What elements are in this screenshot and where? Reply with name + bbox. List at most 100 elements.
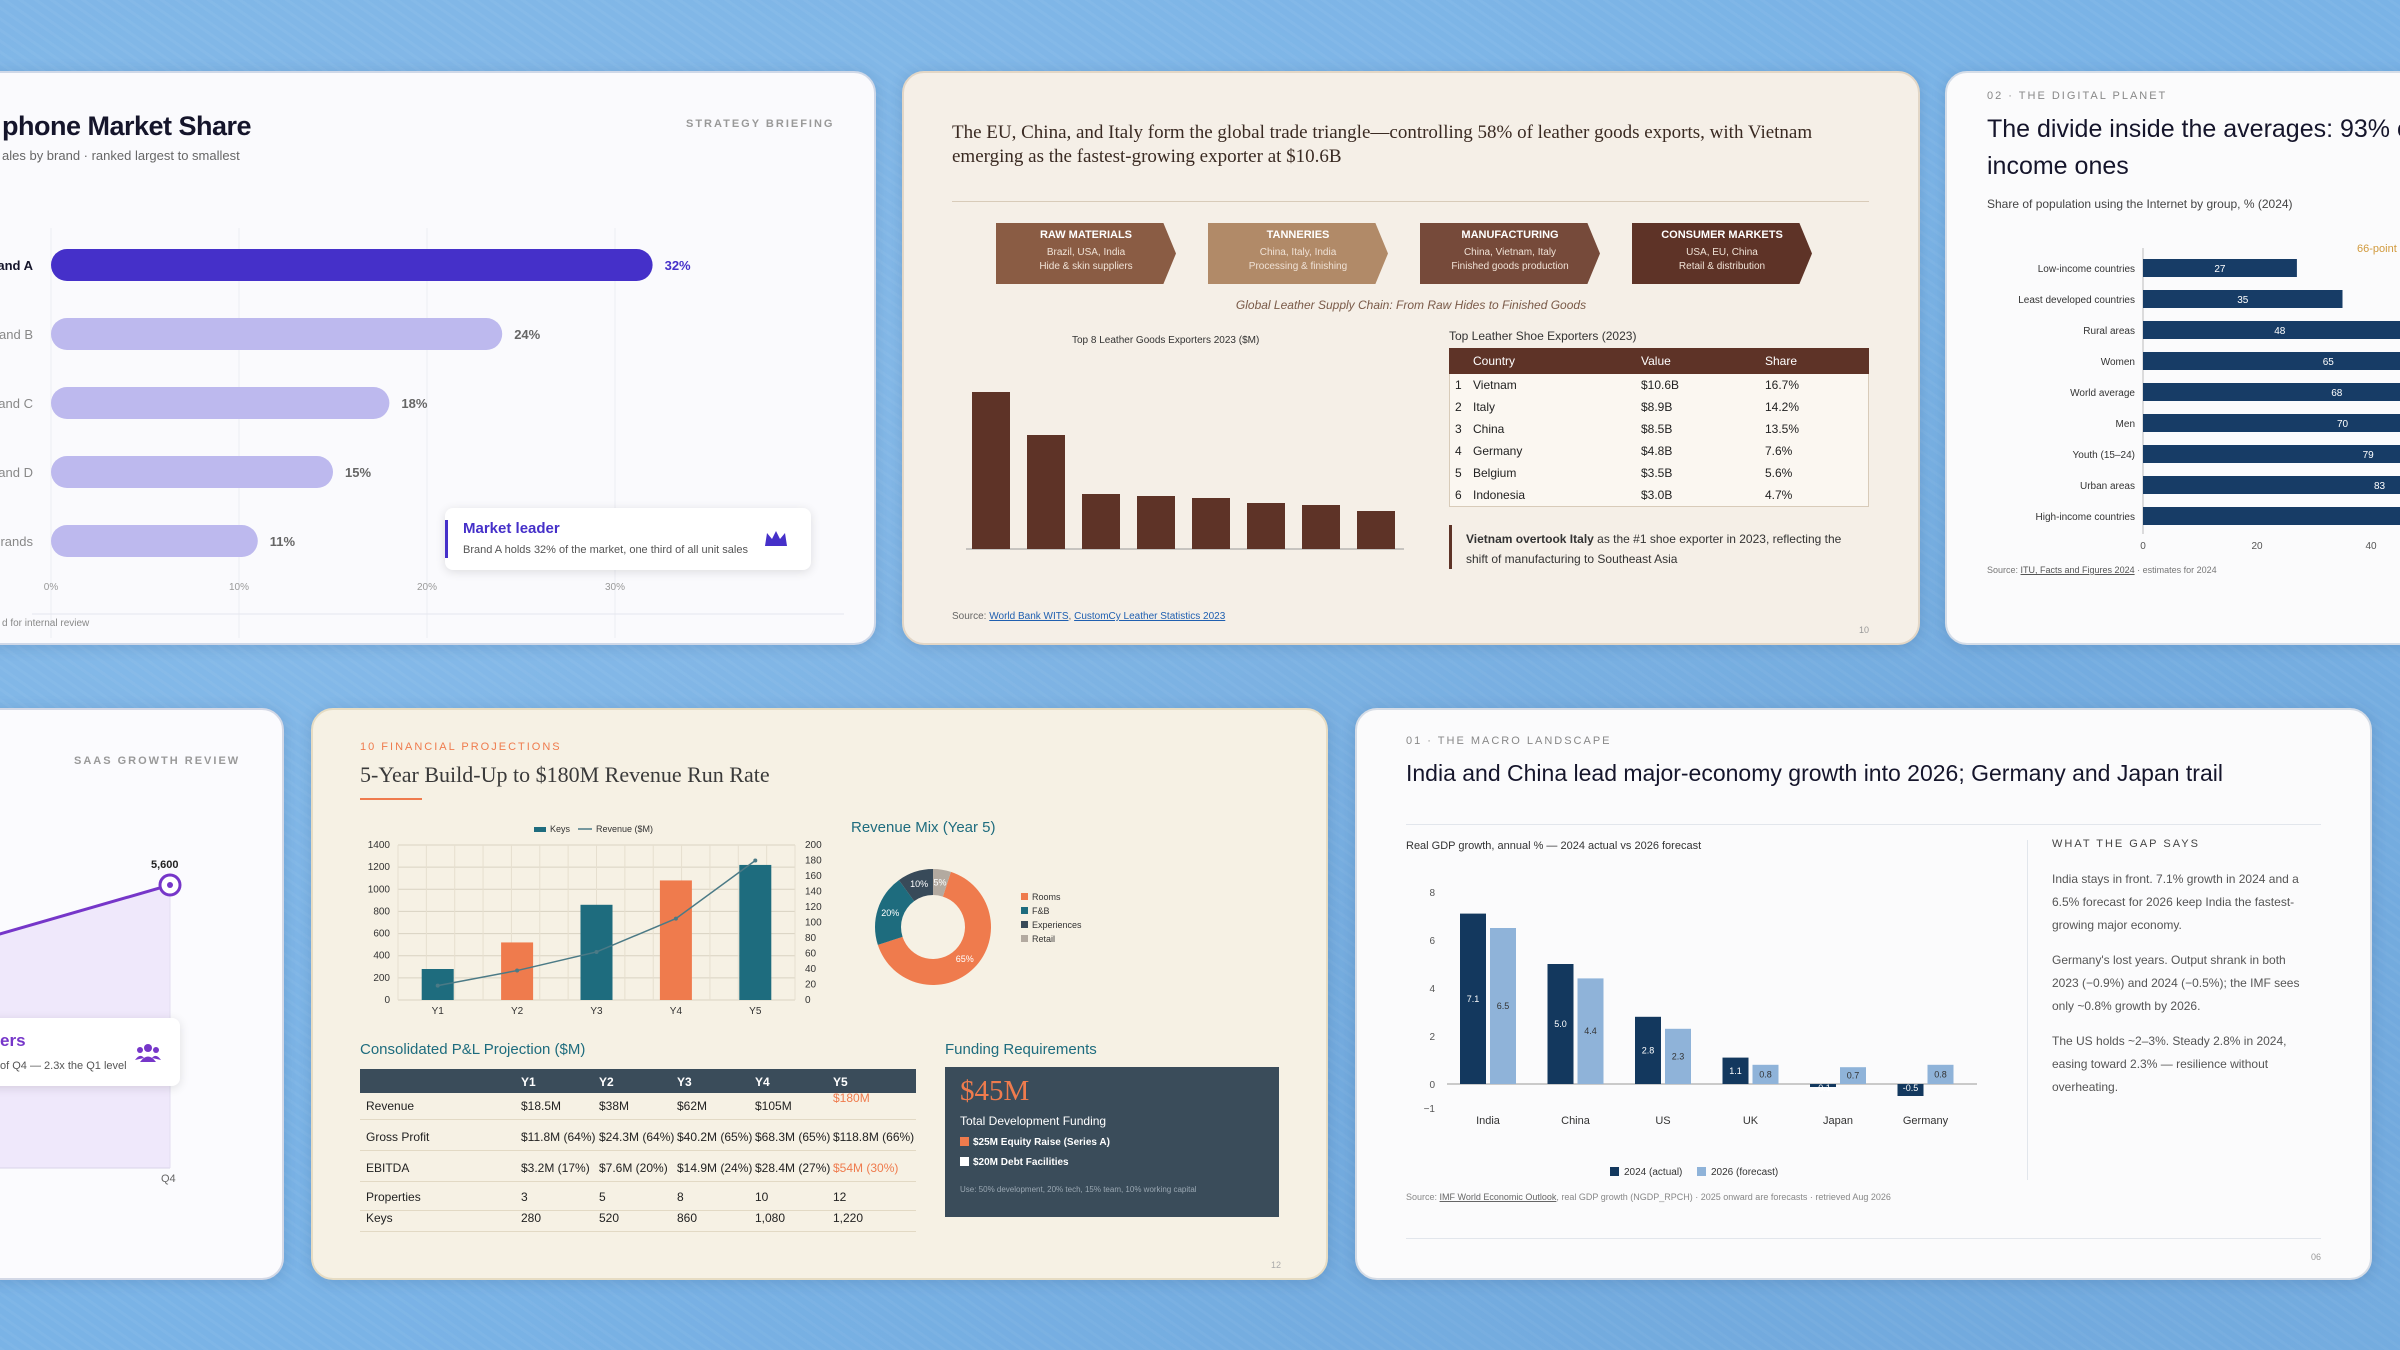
callout-text: Brand A holds 32% of the market, one thi… <box>463 544 748 556</box>
chain-step-title: TANNERIES <box>1266 229 1330 241</box>
table-cell: $7.6M (20%) <box>599 1161 668 1175</box>
bar <box>1635 1016 1661 1084</box>
slide-leather-trade[interactable]: The EU, China, and Italy form the global… <box>902 71 1920 645</box>
x-tick-label: 10% <box>229 582 249 593</box>
bar-label: Women <box>2101 357 2135 368</box>
left-axis-tick: 600 <box>373 929 390 940</box>
keys-revenue-combo-chart: 0 200 400 600 800 1000 1200 1400 0 20 40 60 80 100 120… <box>368 824 822 1017</box>
source-line: Source: ITU, Facts and Figures 2024 · es… <box>1987 565 2217 575</box>
chain-step-title: MANUFACTURING <box>1461 229 1559 241</box>
chart-caption: Real GDP growth, annual % — 2024 actual … <box>1406 840 1702 852</box>
chart-subtitle: Share of population using the Internet b… <box>1987 197 2293 211</box>
bar-value-label: 24% <box>514 327 540 342</box>
row-label: Properties <box>366 1190 421 1204</box>
slice-label: 5% <box>934 878 947 888</box>
source-label: Source: <box>1987 565 2021 575</box>
side-text-line: India stays in front. 7.1% growth in 202… <box>2052 872 2299 886</box>
table-cell: 14.2% <box>1765 400 1800 414</box>
y-tick-label: 4 <box>1429 984 1435 995</box>
source-rest: , real GDP growth (NGDP_RPCH) · 2025 onw… <box>1556 1192 1891 1202</box>
funding-item-1: $25M Equity Raise (Series A) <box>960 1137 1110 1148</box>
bar <box>1137 496 1175 549</box>
legend-label: Experiences <box>1032 920 1082 930</box>
source-link-itu[interactable]: ITU, Facts and Figures 2024 <box>2020 565 2135 575</box>
chain-step-line: Retail & distribution <box>1678 261 1766 272</box>
table-cell: $54M (30%) <box>833 1161 899 1175</box>
source-link-customcy[interactable]: CustomCy Leather Statistics 2023 <box>1074 611 1226 622</box>
bar-label: her Brands <box>0 534 33 549</box>
x-tick-label: China <box>1561 1115 1591 1127</box>
chain-step: RAW MATERIALS Brazil, USA, India Hide & sk… <box>996 223 1176 284</box>
table-header <box>1449 348 1869 374</box>
table-cell: 7.6% <box>1765 444 1793 458</box>
bar <box>1490 928 1516 1084</box>
table-cell: Italy <box>1473 400 1496 414</box>
table-cell: 1,080 <box>755 1211 786 1225</box>
row-divider <box>360 1150 916 1151</box>
x-tick-label: UK <box>1743 1115 1759 1127</box>
table-cell: $8.5B <box>1641 422 1673 436</box>
exporters-bar-chart <box>966 392 1404 550</box>
bar-value-label: 68 <box>2331 388 2343 399</box>
y-tick-label: 8 <box>1429 888 1435 899</box>
source-link-wits[interactable]: World Bank WITS <box>989 611 1069 622</box>
note-bold: Vietnam overtook Italy <box>1466 532 1594 546</box>
source-line: Source: World Bank WITS, CustomCy Leathe… <box>952 611 1225 622</box>
table-cell: $11.8M (64%) <box>521 1130 596 1144</box>
table-cell: $4.8B <box>1641 444 1673 458</box>
legend-label: Rooms <box>1032 892 1061 902</box>
slide-saas-growth[interactable]: SAAS GROWTH REVIEW 5,600 ers of Q4 — 2.3… <box>0 708 284 1280</box>
users-icon <box>135 1044 161 1062</box>
donut-slice <box>877 871 991 985</box>
callout-title: Market leader <box>463 520 560 537</box>
slide-market-share[interactable]: phone Market Share ales by brand · ranke… <box>0 71 876 645</box>
bar <box>1840 1067 1866 1084</box>
y-tick-label: 0 <box>1429 1080 1435 1091</box>
bar-label: Brand A <box>0 258 34 273</box>
source-label: Source: <box>952 611 990 622</box>
table-cell: 4 <box>1455 444 1462 458</box>
right-axis-tick: 20 <box>805 980 817 991</box>
side-title: WHAT THE GAP SAYS <box>2052 838 2200 850</box>
table-header-cell: Y5 <box>833 1075 848 1089</box>
slide-digital-planet[interactable]: 02 · THE DIGITAL PLANET The divide insid… <box>1945 71 2400 645</box>
bar-value-label: 6.5 <box>1497 1001 1510 1011</box>
slide-financial-projections[interactable]: 10 FINANCIAL PROJECTIONS 5-Year Build-Up… <box>311 708 1328 1280</box>
table-cell: $180M <box>833 1091 870 1105</box>
row-divider <box>360 1119 916 1120</box>
source-link-imf[interactable]: IMF World Economic Outlook <box>1439 1192 1557 1202</box>
table-cell: $68.3M (65%) <box>755 1130 831 1144</box>
legend-swatch <box>1021 935 1028 942</box>
donut-slice <box>898 869 933 902</box>
table-header-cell: Country <box>1473 354 1516 368</box>
legend-label-keys: Keys <box>550 824 571 834</box>
title-underline <box>360 798 422 800</box>
right-axis-tick: 160 <box>805 871 822 882</box>
side-text-line: growing major economy. <box>2052 918 2182 932</box>
table-cell: 6 <box>1455 488 1462 502</box>
note-accent <box>1449 525 1452 569</box>
slide-macro-landscape[interactable]: 01 · THE MACRO LANDSCAPE India and China… <box>1355 708 2372 1280</box>
legend-label: 2024 (actual) <box>1624 1167 1682 1178</box>
slide-footer: d for internal review <box>2 618 90 629</box>
left-axis-tick: 1400 <box>368 840 391 851</box>
bar-value-label: 70 <box>2337 419 2349 430</box>
table-cell: $3.5B <box>1641 466 1673 480</box>
table-header-cell: Y3 <box>677 1075 692 1089</box>
chain-step-line: China, Italy, India <box>1259 247 1337 258</box>
side-divider <box>2027 840 2028 1180</box>
pl-title: Consolidated P&L Projection ($M) <box>360 1041 586 1058</box>
table-cell: $105M <box>755 1099 792 1113</box>
slide-kicker: 10 FINANCIAL PROJECTIONS <box>360 741 562 753</box>
y-tick-label: 6 <box>1429 936 1435 947</box>
bar-value-label: 18% <box>401 396 427 411</box>
right-axis-tick: 40 <box>805 964 817 975</box>
table-cell: $10.6B <box>1641 378 1680 392</box>
legend-swatch <box>1021 893 1028 900</box>
table-cell: $18.5M <box>521 1099 562 1113</box>
table-header <box>360 1069 916 1093</box>
side-text-line: easing toward 2.3% — resilience without <box>2052 1057 2269 1071</box>
legend-swatch-keys <box>534 827 546 832</box>
table-header-cell: Y4 <box>755 1075 770 1089</box>
bar-value-label: 0.8 <box>1934 1069 1947 1079</box>
